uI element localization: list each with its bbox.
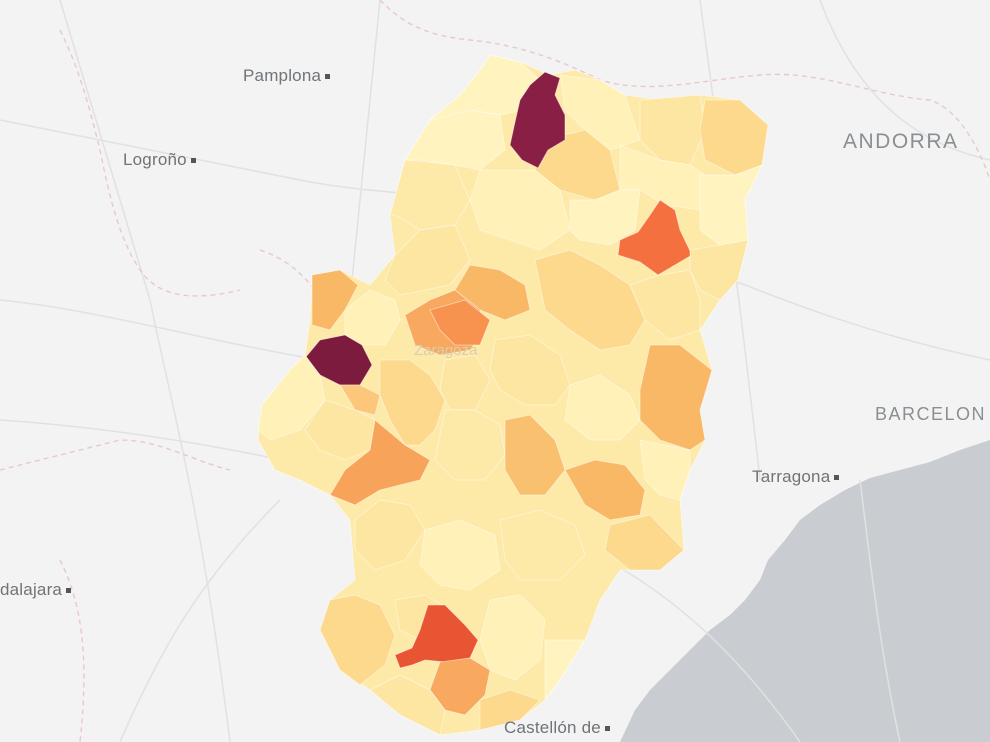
choropleth-regions — [257, 54, 769, 736]
city-label-pamplona: Pamplona — [243, 66, 331, 86]
city-label-barcelona: BARCELON — [875, 404, 987, 424]
country-label-andorra: ANDORRA — [843, 130, 959, 153]
city-label-zaragoza: Zaragoza — [414, 342, 478, 359]
city-label-tarragona: Tarragona — [752, 467, 840, 487]
mediterranean-sea — [620, 440, 990, 742]
region-high-ne — [617, 199, 693, 276]
city-label-guadalajara: dalajara — [0, 580, 72, 600]
region-high-south — [394, 604, 479, 669]
city-label-logrono: Logroño — [123, 150, 196, 170]
city-label-castellon: Castellón de — [504, 718, 610, 738]
region-highest-north — [509, 71, 566, 169]
